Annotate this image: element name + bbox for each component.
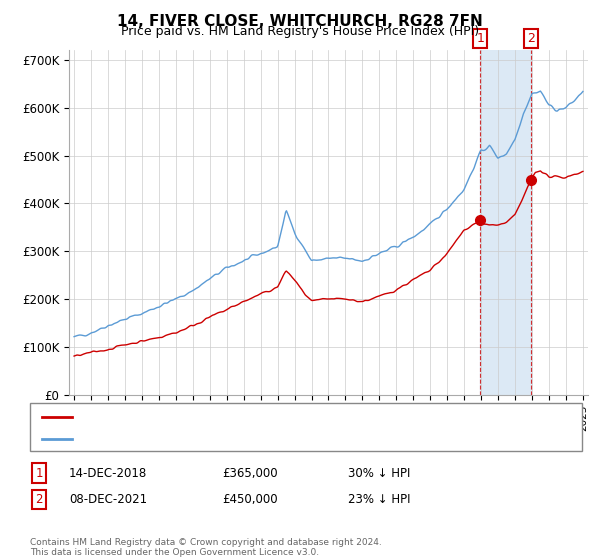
Text: 14, FIVER CLOSE, WHITCHURCH, RG28 7FN (detached house): 14, FIVER CLOSE, WHITCHURCH, RG28 7FN (d… xyxy=(81,412,399,422)
Text: Price paid vs. HM Land Registry's House Price Index (HPI): Price paid vs. HM Land Registry's House … xyxy=(121,25,479,38)
Text: 2: 2 xyxy=(527,32,535,45)
Text: 2: 2 xyxy=(35,493,43,506)
Text: 1: 1 xyxy=(35,466,43,480)
Text: 30% ↓ HPI: 30% ↓ HPI xyxy=(348,466,410,480)
Text: Contains HM Land Registry data © Crown copyright and database right 2024.
This d: Contains HM Land Registry data © Crown c… xyxy=(30,538,382,557)
Text: 08-DEC-2021: 08-DEC-2021 xyxy=(69,493,147,506)
Text: HPI: Average price, detached house, Basingstoke and Deane: HPI: Average price, detached house, Basi… xyxy=(81,434,397,444)
Text: 1: 1 xyxy=(476,32,484,45)
Text: 23% ↓ HPI: 23% ↓ HPI xyxy=(348,493,410,506)
Text: 14-DEC-2018: 14-DEC-2018 xyxy=(69,466,147,480)
Text: 14, FIVER CLOSE, WHITCHURCH, RG28 7FN: 14, FIVER CLOSE, WHITCHURCH, RG28 7FN xyxy=(117,14,483,29)
Text: £450,000: £450,000 xyxy=(222,493,278,506)
Bar xyxy=(481,50,532,395)
Text: £365,000: £365,000 xyxy=(222,466,278,480)
